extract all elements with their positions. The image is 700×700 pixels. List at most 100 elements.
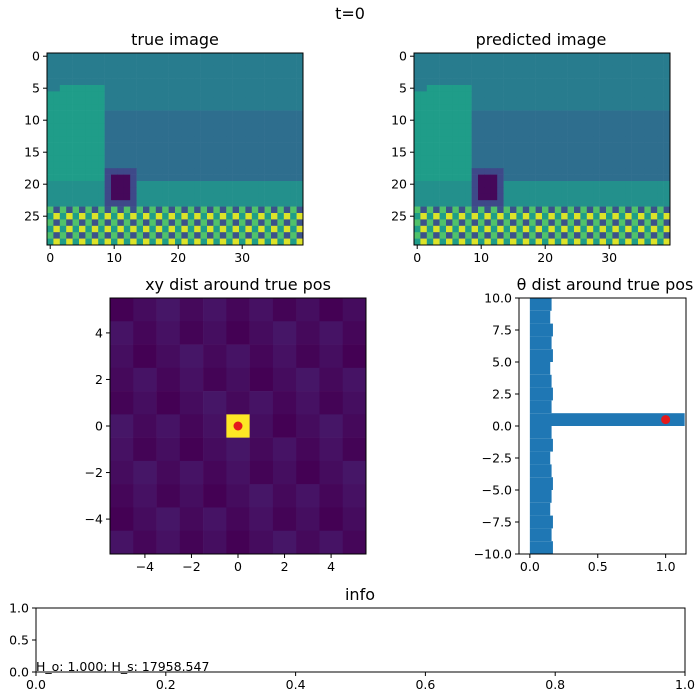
predicted-image-pixel xyxy=(426,85,434,92)
predicted-image-pixel xyxy=(593,206,600,214)
predicted-image-pixel xyxy=(490,181,498,188)
true-image-pixel xyxy=(155,206,163,214)
predicted-image-pixel xyxy=(484,213,492,220)
predicted-image-pixel xyxy=(471,206,479,214)
predicted-image-pixel xyxy=(420,104,428,111)
predicted-image-pixel xyxy=(650,110,658,118)
predicted-image-pixel xyxy=(554,155,562,163)
predicted-image-pixel xyxy=(554,232,562,239)
true-image-pixel xyxy=(245,174,253,182)
true-image-pixel xyxy=(239,104,246,111)
true-image-pixel xyxy=(123,65,131,73)
true-image-pixel xyxy=(143,117,150,124)
true-image-pixel xyxy=(162,206,169,214)
true-image-pixel xyxy=(232,104,240,111)
true-image-pixel xyxy=(104,174,112,182)
predicted-image-pixel xyxy=(574,91,581,99)
predicted-image-pixel xyxy=(529,181,536,188)
true-image-pixel xyxy=(85,232,93,239)
predicted-image-pixel xyxy=(606,174,613,182)
true-image-pixel xyxy=(162,110,169,118)
predicted-image-pixel xyxy=(465,219,472,227)
predicted-image-pixel xyxy=(535,213,543,220)
true-image-pixel xyxy=(149,225,157,233)
true-image-pixel xyxy=(130,117,137,124)
xy-dist-cell xyxy=(179,460,204,485)
predicted-image-pixel xyxy=(414,149,421,156)
true-image-pixel xyxy=(111,104,118,111)
predicted-image-pixel xyxy=(465,129,472,137)
predicted-image-pixel xyxy=(561,232,568,239)
predicted-image-pixel xyxy=(593,123,600,131)
true-image-pixel xyxy=(232,238,240,246)
true-image-pixel xyxy=(98,53,105,60)
predicted-image-pixel xyxy=(497,149,504,156)
true-image-pixel xyxy=(181,129,189,137)
true-image-pixel xyxy=(226,219,233,227)
true-image-pixel xyxy=(239,72,246,79)
predicted-image-pixel xyxy=(599,110,607,118)
predicted-image-pixel xyxy=(484,155,492,163)
true-image-pixel xyxy=(245,104,253,111)
xy-dist-cell xyxy=(272,414,297,438)
true-image-pixel xyxy=(245,161,253,169)
predicted-image-pixel xyxy=(426,97,434,105)
predicted-image-pixel xyxy=(426,174,434,182)
predicted-image-pixel xyxy=(618,181,626,188)
predicted-image-pixel xyxy=(465,206,472,214)
xy-dist-cells xyxy=(110,298,367,555)
true-image-pixel xyxy=(104,225,112,233)
predicted-image-pixel xyxy=(439,219,447,227)
predicted-image-pixel xyxy=(420,142,428,150)
true-image-pixel xyxy=(59,193,67,201)
predicted-image-pixel xyxy=(548,161,556,169)
true-image-pixel xyxy=(85,155,93,163)
xy-dist-cell xyxy=(249,484,274,508)
true-image-pixel xyxy=(47,181,54,188)
predicted-image-pixel xyxy=(612,142,620,150)
true-image-pixel xyxy=(283,232,291,239)
predicted-image-pixel xyxy=(497,59,504,67)
true-image-pixel xyxy=(149,174,157,182)
predicted-image-pixel xyxy=(548,213,556,220)
true-image-pixel xyxy=(47,193,54,201)
predicted-image-pixel xyxy=(452,117,460,124)
predicted-image-pixel xyxy=(561,65,568,73)
predicted-image-pixel xyxy=(535,232,543,239)
true-image-pixel xyxy=(277,104,285,111)
true-image-pixel xyxy=(181,193,189,201)
true-image-pixel xyxy=(181,225,189,233)
true-image-pixel xyxy=(181,65,189,73)
predicted-image-pixel xyxy=(586,193,594,201)
predicted-image-pixel xyxy=(497,168,504,175)
predicted-image-pixel xyxy=(612,200,620,207)
predicted-image-pixel xyxy=(599,136,607,143)
true-image-pixel xyxy=(175,97,182,105)
predicted-image-pixel xyxy=(561,53,568,60)
predicted-image-pixel xyxy=(503,193,511,201)
predicted-image-pixel xyxy=(465,72,472,79)
predicted-image-pixel xyxy=(561,200,568,207)
true-image-pixel xyxy=(181,59,189,67)
true-image-pixel xyxy=(271,123,278,131)
true-image-pixel xyxy=(123,59,131,67)
true-image-y-tick-label: 5 xyxy=(32,81,40,96)
true-image-pixel xyxy=(111,117,118,124)
predicted-image-pixel xyxy=(433,206,440,214)
true-image-pixel xyxy=(117,104,125,111)
true-image-pixel xyxy=(175,53,182,60)
predicted-image-pixel xyxy=(446,97,453,105)
true-image-pixel xyxy=(277,213,285,220)
true-image-pixel xyxy=(66,193,73,201)
predicted-image-pixel xyxy=(446,104,453,111)
xy-dist-cell xyxy=(133,460,157,485)
predicted-image-pixel xyxy=(606,213,613,220)
true-image-pixel xyxy=(251,123,259,131)
true-image-pixel xyxy=(251,206,259,214)
predicted-image-pixel xyxy=(490,110,498,118)
true-image-pixel xyxy=(283,149,291,156)
predicted-image-pixel xyxy=(535,149,543,156)
true-image-pixel xyxy=(245,53,253,60)
xy-dist-cell xyxy=(226,460,250,485)
predicted-image-pixel xyxy=(586,78,594,86)
